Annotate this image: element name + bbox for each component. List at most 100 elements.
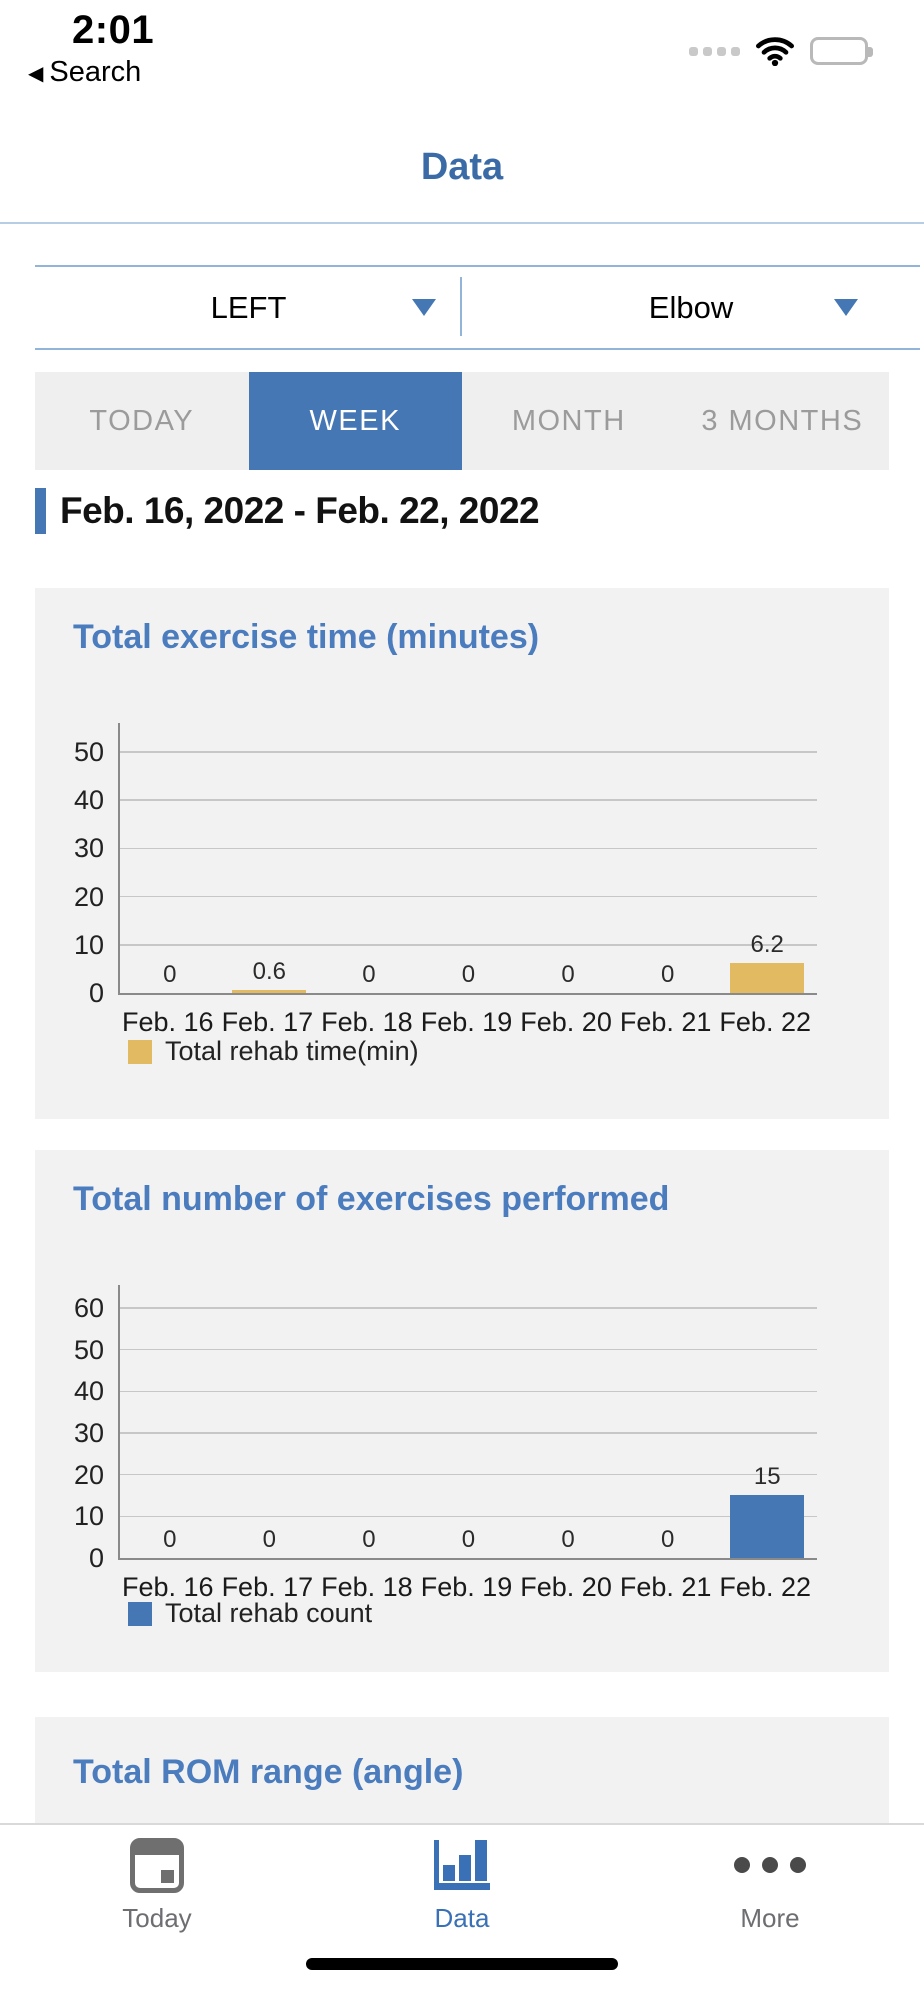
date-range-text: Feb. 16, 2022 - Feb. 22, 2022 [60,490,540,531]
wifi-icon [756,37,794,66]
joint-dropdown[interactable]: Elbow [462,267,920,348]
bar [730,1495,805,1558]
selector-row: LEFT Elbow [35,265,920,350]
bar-value-label: 0 [461,1526,476,1553]
chart-title: Total ROM range (angle) [73,1753,464,1791]
dropdown-caret-icon [412,299,436,316]
chart-gridline [120,847,817,850]
y-axis-tick-label: 20 [73,1459,104,1490]
x-axis-tick-label: Feb. 20 [520,1007,612,1037]
tab-bar-label: More [740,1903,800,1933]
y-axis-tick-label: 50 [73,1334,104,1365]
legend-swatch [128,1601,152,1626]
x-axis-tick-label: Feb. 21 [619,1007,712,1037]
x-axis-tick-label: Feb. 16 [122,1007,214,1037]
chart-gridline [120,1515,817,1518]
chart-plot-area: 0 0 0 0 0 0 15 [118,1285,817,1560]
tab-month[interactable]: MONTH [511,404,626,437]
legend-swatch [128,1039,152,1064]
y-axis-tick-label: 10 [73,929,104,960]
page-title: Data [420,146,504,188]
x-axis-tick-label: Feb. 20 [520,1572,612,1602]
y-axis-tick-label: 10 [73,1501,104,1532]
status-icons [689,36,873,66]
dropdown-caret-icon [834,299,858,316]
bar-value-label: 0 [163,961,177,988]
y-axis-tick-label: 0 [88,978,104,1008]
tab-week[interactable]: WEEK [248,372,462,470]
bar-value-label: 0.6 [252,958,287,986]
cellular-signal-icon [689,46,740,56]
back-caret-icon: ◀ [28,62,44,85]
chart-card-rom-range: Total ROM range (angle) [35,1717,889,1823]
chart-gridline [120,895,817,898]
x-axis-tick-label: Feb. 18 [321,1007,413,1037]
status-time: 2:01 [72,8,155,52]
battery-icon [810,37,873,65]
bar [730,963,805,993]
heading-accent-bar [35,488,46,534]
chart-card-exercise-time: Total exercise time (minutes) Total reha… [35,588,889,1119]
chart-gridline [120,1307,817,1309]
tab-bar-item-data[interactable]: Data [362,1835,562,1934]
data-chart-icon [434,1840,490,1890]
bar-value-label: 0 [561,961,575,988]
chart-plot-area: 0 0.6 0 0 0 0 6.2 [118,723,817,995]
bar-value-label: 0 [660,1526,675,1553]
tab-3months[interactable]: 3 MONTHS [701,404,864,437]
legend-label: Total rehab time(min) [165,1036,419,1066]
chart-gridline [120,751,817,753]
date-range-heading: Feb. 16, 2022 - Feb. 22, 2022 [35,488,540,534]
chart-gridline [120,1390,817,1393]
tab-bar-label: Today [122,1903,192,1933]
legend-label: Total rehab count [165,1598,373,1628]
bar-value-label: 0 [461,961,476,988]
x-axis-tick-label: Feb. 17 [221,1572,314,1602]
home-indicator[interactable] [306,1958,618,1970]
tab-bar-item-today[interactable]: Today [57,1835,257,1934]
chart-gridline [120,799,817,801]
bar-value-label: 6.2 [750,931,784,959]
y-axis-tick-label: 30 [73,833,104,864]
tab-bar-label: Data [434,1903,490,1933]
y-axis-tick-label: 0 [88,1543,104,1573]
back-to-app-label: Search [49,56,142,88]
x-axis-tick-label: Feb. 18 [321,1572,413,1602]
chart-gridline [120,1348,817,1351]
bottom-tab-bar: Today Data More [0,1823,924,2000]
more-ellipsis-icon [734,1857,806,1873]
y-axis-tick-label: 60 [73,1292,104,1323]
x-axis-tick-label: Feb. 21 [619,1572,712,1602]
tab-bar-item-more[interactable]: More [670,1835,870,1934]
back-to-app-link[interactable]: ◀ Search [28,56,141,89]
x-axis-tick-label: Feb. 19 [420,1007,513,1037]
tab-today[interactable]: TODAY [89,404,195,437]
y-axis-tick-label: 30 [73,1417,104,1448]
side-dropdown[interactable]: LEFT [35,267,462,348]
x-axis-tick-label: Feb. 19 [420,1572,513,1602]
bar-value-label: 0 [561,1526,575,1553]
chart-legend: Total rehab time(min) [128,1036,419,1067]
chart-title: Total number of exercises performed [73,1180,670,1218]
header-divider [0,222,924,224]
side-dropdown-value: LEFT [210,289,287,325]
chart-legend: Total rehab count [128,1598,372,1629]
today-calendar-icon [130,1837,184,1893]
bar-value-label: 0 [262,1526,277,1553]
bar-value-label: 0 [163,1526,177,1553]
x-axis-tick-label: Feb. 22 [719,1007,811,1037]
chart-card-exercise-count: Total number of exercises performed Tota… [35,1150,889,1672]
y-axis-tick-label: 20 [73,881,104,912]
bar-value-label: 0 [660,961,675,988]
bar [232,990,307,993]
chart-gridline [120,944,817,946]
y-axis-tick-label: 50 [73,736,104,767]
joint-dropdown-value: Elbow [648,289,734,325]
chart-title: Total exercise time (minutes) [73,618,540,656]
bar-value-label: 0 [362,1526,376,1553]
chart-gridline [120,1432,817,1434]
x-axis-tick-label: Feb. 16 [122,1572,214,1602]
x-axis-tick-label: Feb. 22 [719,1572,811,1602]
bar-value-label: 15 [753,1463,781,1491]
